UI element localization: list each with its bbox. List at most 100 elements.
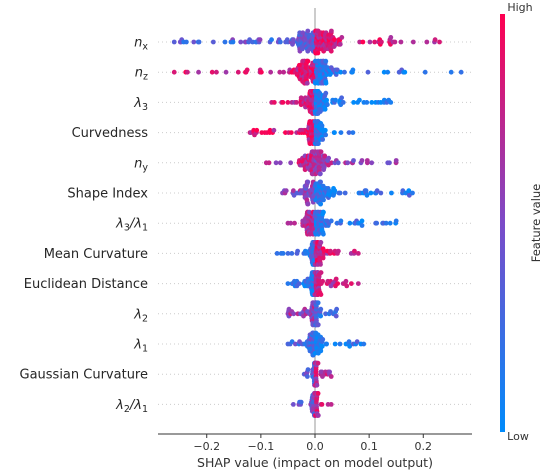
shap-point [345,160,351,166]
shap-point [290,402,296,407]
shap-point [364,158,370,163]
shap-point [346,339,352,345]
shap-point [388,35,394,40]
shap-point [387,160,392,166]
shap-point [318,270,324,275]
shap-point [340,100,346,105]
feature-label: λ1 [133,338,148,355]
shap-point [383,220,389,226]
shap-point [342,190,348,196]
shap-point [315,300,321,306]
shap-point [323,132,329,138]
shap-point [322,127,328,133]
feature-label: nx [134,36,148,53]
shap-point [321,197,326,203]
shap-point [332,341,338,347]
shap-point [238,39,244,45]
shap-point [269,37,274,43]
shap-point [323,80,329,86]
shap-point [344,283,350,289]
shap-point [223,69,229,75]
shap-point [320,278,326,284]
shap-point [327,369,333,375]
shap-point [385,69,391,75]
shap-point [338,69,344,75]
shap-point [398,39,404,45]
shap-point [335,281,341,286]
shap-point [305,179,311,185]
shap-point [337,341,343,347]
shap-point [338,130,344,136]
shap-point [350,130,356,136]
shap-point [352,248,357,254]
shap-point [277,160,283,166]
shap-point [285,281,291,286]
shap-point [393,218,399,224]
shap-point [324,97,329,103]
shap-point [347,220,353,226]
shap-point [304,374,310,379]
shap-point [291,311,297,317]
shap-point [364,100,370,105]
shap-point [355,281,361,286]
shap-point [285,100,291,105]
shap-point [277,39,283,45]
feature-label: λ2/λ1 [115,398,148,415]
shap-point [348,281,354,286]
shap-point [319,123,325,129]
shap-point [424,39,430,45]
feature-label: Euclidean Distance [24,277,148,292]
shap-point [320,137,326,142]
shap-point [342,69,347,75]
shap-point [333,97,338,103]
shap-point [335,248,341,254]
shap-point [322,106,328,112]
shap-point [277,69,283,75]
shap-point [315,360,321,366]
shap-point [254,127,260,133]
shap-point [388,100,394,105]
shap-point [328,374,334,379]
shap-point [343,278,349,284]
shap-point [350,67,356,73]
shap-point [332,130,337,136]
shap-point [304,80,310,86]
shap-point [294,100,299,105]
shap-point [250,39,255,45]
shap-point [315,322,321,328]
feature-label: Mean Curvature [44,247,148,262]
shap-point [374,188,380,194]
colorbar-low-label: Low [507,430,529,443]
shap-point [406,188,412,194]
shap-point [351,100,357,105]
shap-point [274,251,280,256]
shap-point [291,37,296,43]
shap-point [410,39,416,45]
shap-point [289,251,295,256]
shap-point [288,220,294,226]
colorbar-title: Feature value [529,184,543,263]
shap-point [214,69,219,75]
shap-point [281,69,287,75]
shap-point [235,69,241,75]
shap-point [185,69,190,75]
shap-point [422,69,428,75]
shap-point [432,37,438,43]
shap-point [210,39,216,45]
shap-point [326,155,332,161]
shap-point [334,220,340,226]
feature-label: Curvedness [72,126,149,141]
feature-label: λ3/λ1 [115,217,148,234]
shap-point [280,251,286,256]
shap-point [329,28,334,34]
shap-point [393,158,399,163]
shap-point [374,220,380,226]
shap-point [448,69,454,75]
shap-point [191,39,197,45]
shap-point [320,255,326,261]
shap-point [328,218,334,224]
shap-point [410,190,415,196]
shap-point [318,149,324,155]
shap-point [318,179,323,185]
